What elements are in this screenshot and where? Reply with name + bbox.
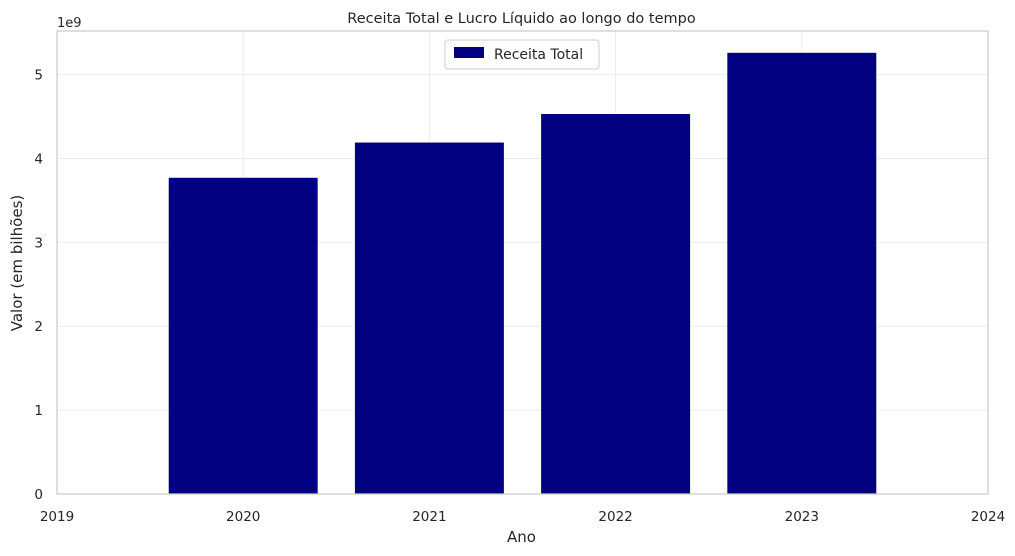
x-axis-label: Ano bbox=[507, 528, 536, 546]
legend-label: Receita Total bbox=[494, 47, 583, 63]
x-tick-label: 2020 bbox=[226, 509, 260, 525]
bar-2023 bbox=[727, 52, 877, 494]
x-tick-label: 2023 bbox=[785, 509, 819, 525]
chart-title: Receita Total e Lucro Líquido ao longo d… bbox=[347, 11, 696, 27]
legend: Receita Total bbox=[444, 39, 600, 70]
y-tick-label: 0 bbox=[34, 487, 43, 503]
y-tick-labels: 0 1 2 3 4 5 bbox=[34, 68, 43, 503]
y-axis-offset-label: 1e9 bbox=[57, 16, 82, 31]
y-tick-label: 2 bbox=[34, 319, 43, 335]
bar-2020 bbox=[168, 177, 318, 494]
x-tick-label: 2021 bbox=[412, 509, 446, 525]
x-tick-label: 2022 bbox=[598, 509, 632, 525]
bars bbox=[168, 52, 877, 495]
x-tick-label: 2024 bbox=[971, 509, 1005, 525]
y-tick-label: 3 bbox=[34, 235, 43, 251]
y-tick-label: 1 bbox=[34, 403, 43, 419]
x-tick-labels: 2019 2020 2021 2022 2023 2024 bbox=[40, 509, 1005, 525]
y-tick-label: 5 bbox=[34, 68, 43, 84]
x-tick-label: 2019 bbox=[40, 509, 74, 525]
legend-swatch bbox=[454, 47, 484, 58]
y-axis-label: Valor (em bilhões) bbox=[8, 195, 26, 331]
y-tick-label: 4 bbox=[34, 151, 43, 167]
bar-2022 bbox=[541, 114, 691, 495]
plot-frame bbox=[56, 30, 989, 495]
bar-2021 bbox=[354, 142, 504, 494]
